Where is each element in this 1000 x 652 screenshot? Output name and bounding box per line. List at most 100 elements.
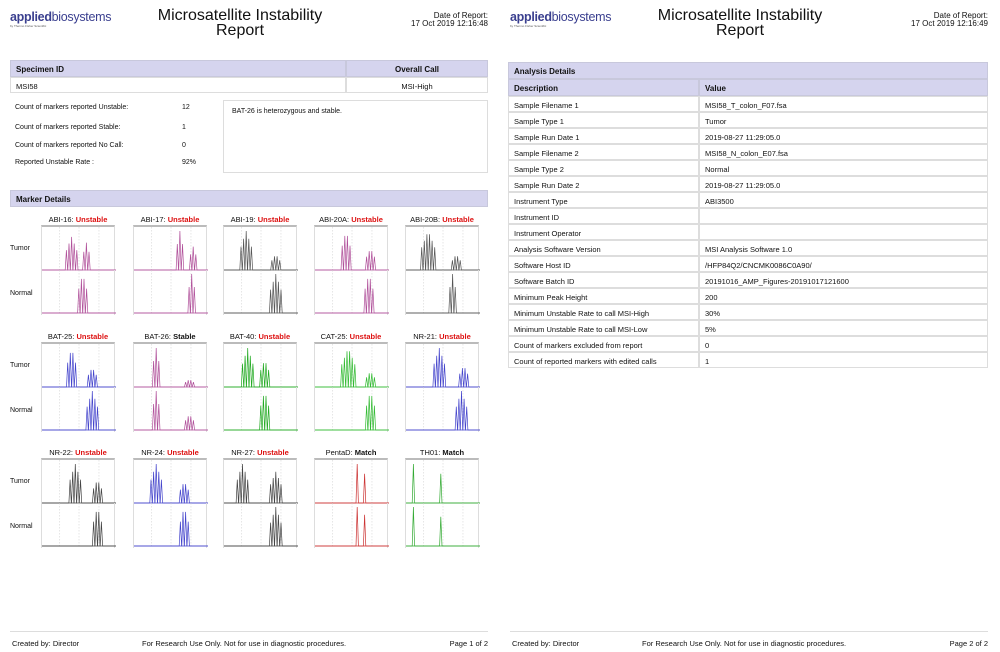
electropherogram-trace xyxy=(406,347,480,388)
analysis-row: Sample Run Date 1 2019-08-27 11:29:05.0 xyxy=(508,128,988,144)
analysis-value: ABI3500 xyxy=(699,192,988,208)
analysis-description: Sample Filename 2 xyxy=(508,144,699,160)
logo-subtitle: by Thermo Fisher Scientific xyxy=(10,24,47,28)
analysis-value: Tumor xyxy=(699,112,988,128)
electropherogram-trace xyxy=(224,395,298,431)
analysis-description: Sample Type 1 xyxy=(508,112,699,128)
electropherogram-svg xyxy=(134,270,208,315)
electropherogram-trace xyxy=(315,278,389,314)
marker-title: ABI-20A: Unstable xyxy=(319,215,383,224)
footer-disclaimer: For Research Use Only. Not for use in di… xyxy=(142,639,347,648)
report-date: Date of Report: 17 Oct 2019 12:16:49 xyxy=(911,11,988,28)
analysis-row: Sample Type 1 Tumor xyxy=(508,112,988,128)
electropherogram-svg xyxy=(42,344,116,389)
normal-plot xyxy=(223,503,298,548)
footer-created-by: Created by: Director xyxy=(12,639,80,648)
analysis-details-header: Analysis Details xyxy=(508,62,988,79)
marker-status: Match xyxy=(442,448,465,457)
report-page-1: appliedbiosystems by Thermo Fisher Scien… xyxy=(10,7,488,648)
electropherogram-svg xyxy=(406,344,480,389)
analysis-row: Software Batch ID 20191016_AMP_Figures-2… xyxy=(508,272,988,288)
analysis-description: Software Batch ID xyxy=(508,272,699,288)
electropherogram-svg xyxy=(315,503,389,548)
analysis-description: Instrument Type xyxy=(508,192,699,208)
analysis-row: Analysis Software Version MSI Analysis S… xyxy=(508,240,988,256)
analysis-description: Count of markers excluded from report xyxy=(508,336,699,352)
analysis-value: Normal xyxy=(699,160,988,176)
analysis-row: Minimum Peak Height 200 xyxy=(508,288,988,304)
analysis-row: Instrument Operator xyxy=(508,224,988,240)
normal-plot xyxy=(41,387,116,432)
tumor-plot xyxy=(133,458,208,505)
electropherogram-trace xyxy=(224,230,298,271)
analysis-value: 2019-08-27 11:29:05.0 xyxy=(699,128,988,144)
tumor-plot xyxy=(223,342,298,389)
analysis-description: Count of reported markers with edited ca… xyxy=(508,352,699,368)
tumor-row-label: Tumor xyxy=(10,245,30,252)
marker-status: Unstable xyxy=(442,215,474,224)
specimen-id-header: Specimen ID xyxy=(10,60,346,77)
marker-status: Unstable xyxy=(167,448,199,457)
overall-call-value: MSI-High xyxy=(346,77,488,93)
normal-plot xyxy=(314,270,389,315)
footer-divider xyxy=(510,631,988,632)
normal-plot xyxy=(133,503,208,548)
marker-title: ABI-20B: Unstable xyxy=(410,215,474,224)
electropherogram-svg xyxy=(42,227,116,272)
tumor-row-label: Tumor xyxy=(10,362,30,369)
analysis-description: Instrument Operator xyxy=(508,224,699,240)
analysis-row: Count of reported markers with edited ca… xyxy=(508,352,988,368)
analysis-row: Instrument Type ABI3500 xyxy=(508,192,988,208)
analysis-row: Software Host ID /HFP84Q2/CNCMK0086C0A90… xyxy=(508,256,988,272)
electropherogram-svg xyxy=(224,270,298,315)
analysis-value: 30% xyxy=(699,304,988,320)
tumor-plot xyxy=(314,225,389,272)
marker-status: Match xyxy=(354,448,377,457)
value-column-header: Value xyxy=(699,79,988,96)
report-title: Microsatellite Instability Report xyxy=(657,7,823,39)
tumor-plot xyxy=(405,458,480,505)
stat-value: 0 xyxy=(182,142,186,149)
analysis-value: 2019-08-27 11:29:05.0 xyxy=(699,176,988,192)
marker-title: BAT-26: Stable xyxy=(144,332,196,341)
tumor-plot xyxy=(41,458,116,505)
tumor-plot xyxy=(133,342,208,389)
analysis-description: Software Host ID xyxy=(508,256,699,272)
electropherogram-svg xyxy=(134,227,208,272)
electropherogram-svg xyxy=(134,387,208,432)
electropherogram-svg xyxy=(315,460,389,505)
tumor-plot xyxy=(405,342,480,389)
electropherogram-trace xyxy=(406,390,480,431)
stat-value: 12 xyxy=(182,104,190,111)
electropherogram-svg xyxy=(315,270,389,315)
electropherogram-trace xyxy=(224,347,298,388)
normal-plot xyxy=(41,270,116,315)
electropherogram-trace xyxy=(406,273,480,314)
normal-row-label: Normal xyxy=(10,407,33,414)
comment-box: BAT-26 is heterozygous and stable. xyxy=(223,100,488,173)
analysis-description: Instrument ID xyxy=(508,208,699,224)
analysis-description: Minimum Unstable Rate to call MSI-Low xyxy=(508,320,699,336)
electropherogram-trace xyxy=(224,506,298,547)
report-title: Microsatellite Instability Report xyxy=(157,7,323,39)
marker-title: NR-24: Unstable xyxy=(141,448,199,457)
marker-title: NR-22: Unstable xyxy=(49,448,107,457)
electropherogram-svg xyxy=(42,503,116,548)
stat-label: Count of markers reported No Call: xyxy=(15,142,124,149)
stat-label: Reported Unstable Rate : xyxy=(15,159,94,166)
normal-row-label: Normal xyxy=(10,523,33,530)
normal-plot xyxy=(314,503,389,548)
specimen-table: Specimen ID Overall Call MSI58 MSI-High xyxy=(10,60,488,93)
tumor-plot xyxy=(223,225,298,272)
marker-status: Unstable xyxy=(439,332,471,341)
analysis-row: Count of markers excluded from report 0 xyxy=(508,336,988,352)
tumor-row-label: Tumor xyxy=(10,478,30,485)
electropherogram-svg xyxy=(224,227,298,272)
stat-label: Count of markers reported Unstable: xyxy=(15,104,129,111)
electropherogram-trace xyxy=(315,395,389,431)
footer-divider xyxy=(10,631,488,632)
electropherogram-trace xyxy=(224,273,298,314)
applied-biosystems-logo: appliedbiosystems xyxy=(510,10,612,24)
logo-subtitle: by Thermo Fisher Scientific xyxy=(510,24,547,28)
footer-created-by: Created by: Director xyxy=(512,639,580,648)
